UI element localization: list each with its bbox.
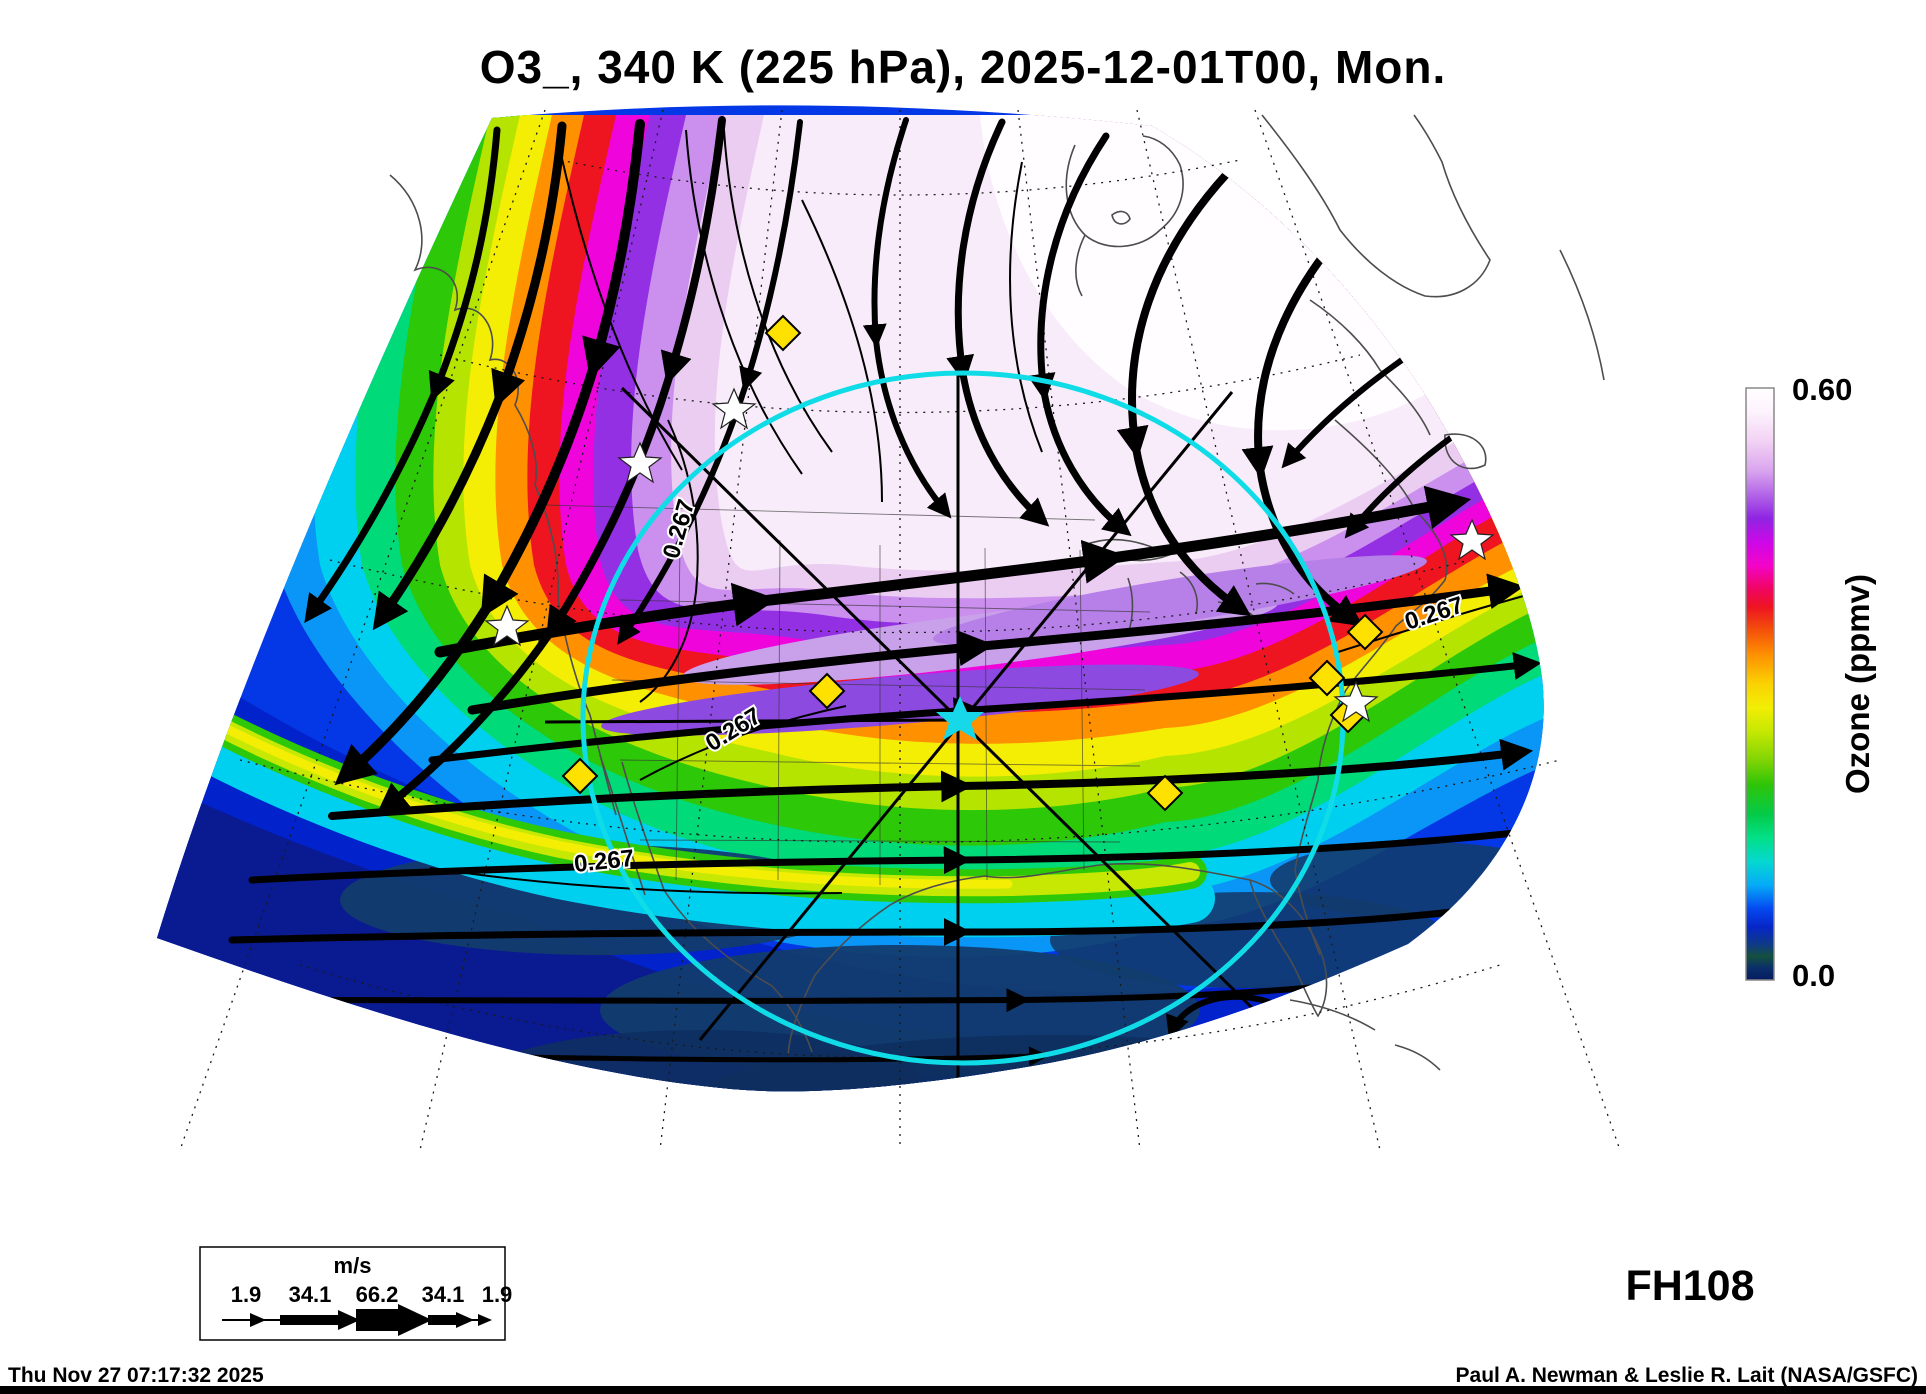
white-star-marker: [617, 441, 663, 484]
wind-legend-speed: 34.1: [421, 1282, 465, 1307]
azimuth-line-west: [544, 718, 961, 724]
white-star-marker: [1449, 518, 1495, 561]
colorbar-min-label: 0.0: [1792, 958, 1836, 993]
wind-legend-speed: 34.1: [288, 1282, 332, 1307]
yellow-diamond-marker: [764, 314, 802, 352]
yellow-diamond-marker: [561, 757, 599, 795]
site-markers: [484, 314, 1495, 812]
white-star-marker: [1333, 680, 1379, 723]
wind-legend-box: [199, 1246, 506, 1341]
colorbar-axis-label: Ozone (ppmv): [1839, 574, 1876, 794]
colorbar-max-label: 0.60: [1792, 372, 1853, 407]
ozone-field: [157, 105, 1544, 1092]
wind-legend-units: m/s: [333, 1253, 372, 1278]
wind-legend-speed: 66.2: [355, 1282, 399, 1307]
bottom-black-strip: [0, 1386, 1926, 1394]
range-ring-group: [544, 362, 1346, 1092]
yellow-diamond-marker: [1146, 774, 1184, 812]
white-star-marker: [711, 387, 757, 430]
wind-legend-speed: 1.9: [230, 1282, 262, 1307]
page-title: O3_, 340 K (225 hPa), 2025-12-01T00, Mon…: [479, 41, 1447, 93]
site-center-star-icon: [936, 696, 984, 740]
yellow-diamond-marker: [1346, 613, 1384, 651]
white-star-marker: [484, 604, 530, 647]
yellow-diamond-marker: [1308, 659, 1346, 697]
colorbar: [1745, 387, 1775, 981]
generated-timestamp: Thu Nov 27 07:17:32 2025: [8, 1364, 264, 1387]
forecast-hour-label: FH108: [1625, 1262, 1755, 1310]
wind-speed-arrow-icon: [222, 1304, 492, 1336]
colorbar-gradient: [1745, 387, 1775, 981]
wind-legend-speed: 1.9: [481, 1282, 513, 1307]
yellow-diamond-marker: [808, 672, 846, 710]
ozone-contours: [429, 129, 1544, 895]
credit-text: Paul A. Newman & Leslie R. Lait (NASA/GS…: [1455, 1364, 1918, 1387]
